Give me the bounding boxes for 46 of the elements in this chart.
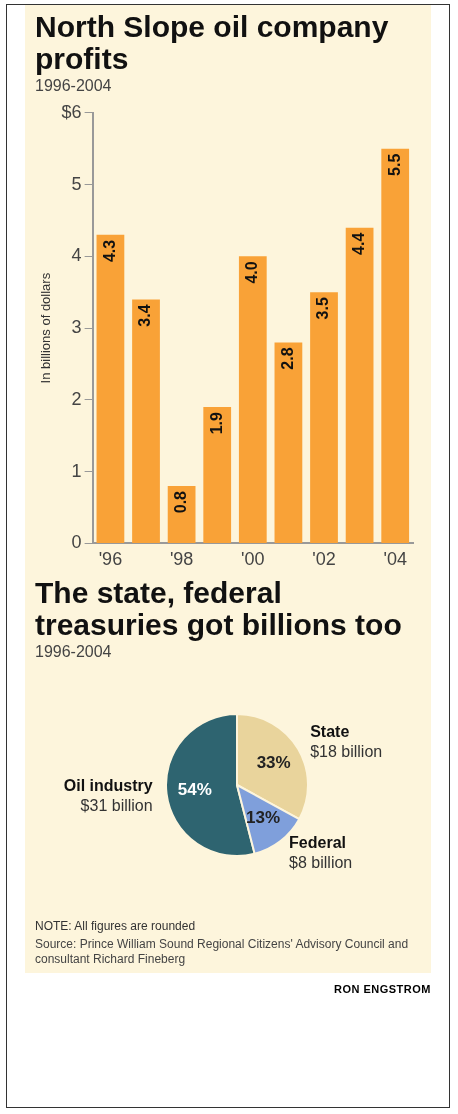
bar — [238, 256, 267, 543]
y-tick-label: 5 — [71, 173, 82, 194]
slice-label: State — [310, 723, 350, 741]
data-label: 3.4 — [136, 304, 154, 327]
text: RON ENGSTROM — [332, 983, 431, 995]
data-label: 1.9 — [207, 411, 225, 435]
bar — [203, 407, 232, 543]
bar — [381, 148, 410, 543]
data-label: 4.3 — [100, 239, 118, 263]
text: $8 billion — [289, 853, 353, 871]
x-tick-label: '98 — [169, 549, 194, 570]
y-tick-label: 3 — [71, 317, 82, 338]
y-tick-label: $6 — [61, 101, 82, 122]
y-tick-label: 4 — [71, 245, 82, 266]
text: $31 billion — [80, 797, 153, 815]
bar — [96, 234, 125, 543]
x-tick-label: '00 — [241, 549, 265, 570]
data-label: 4.0 — [243, 261, 261, 284]
chart-title: North Slope oil company profits — [35, 10, 390, 75]
slice-label: Federal — [289, 833, 347, 851]
text: NOTE: All figures are rounded — [35, 919, 197, 933]
bar — [345, 227, 374, 543]
y-tick-label: 0 — [71, 532, 82, 553]
chart-subtitle: 1996-2004 — [35, 643, 113, 661]
text: $18 billion — [310, 743, 383, 761]
x-tick-label: '02 — [312, 549, 336, 570]
bar — [132, 299, 160, 543]
data-label: 2.8 — [278, 347, 296, 370]
data-label: 13% — [246, 808, 281, 828]
y-tick-label: 2 — [71, 388, 82, 409]
x-tick-label: '96 — [98, 549, 123, 570]
data-label: 3.5 — [314, 297, 332, 320]
data-label: 0.8 — [172, 490, 190, 514]
data-label: 33% — [256, 753, 291, 772]
chart-title: The state, federal treasuries got billions too — [35, 576, 403, 641]
y-tick-label: 1 — [71, 460, 82, 481]
data-label: 4.4 — [350, 232, 368, 255]
chart-subtitle: 1996-2004 — [35, 77, 113, 95]
slice-label: Oil industry — [63, 777, 153, 795]
x-tick-label: '04 — [383, 549, 407, 570]
bar — [310, 292, 338, 543]
data-label: 5.5 — [385, 153, 403, 176]
bar — [274, 342, 303, 543]
data-label: 54% — [177, 780, 212, 800]
source-note: Source: Prince William Sound Regional Citizens' Advisory Council and consultant Richard Fineberg — [35, 937, 410, 967]
y-axis-title: In billions of dollars — [38, 272, 54, 384]
